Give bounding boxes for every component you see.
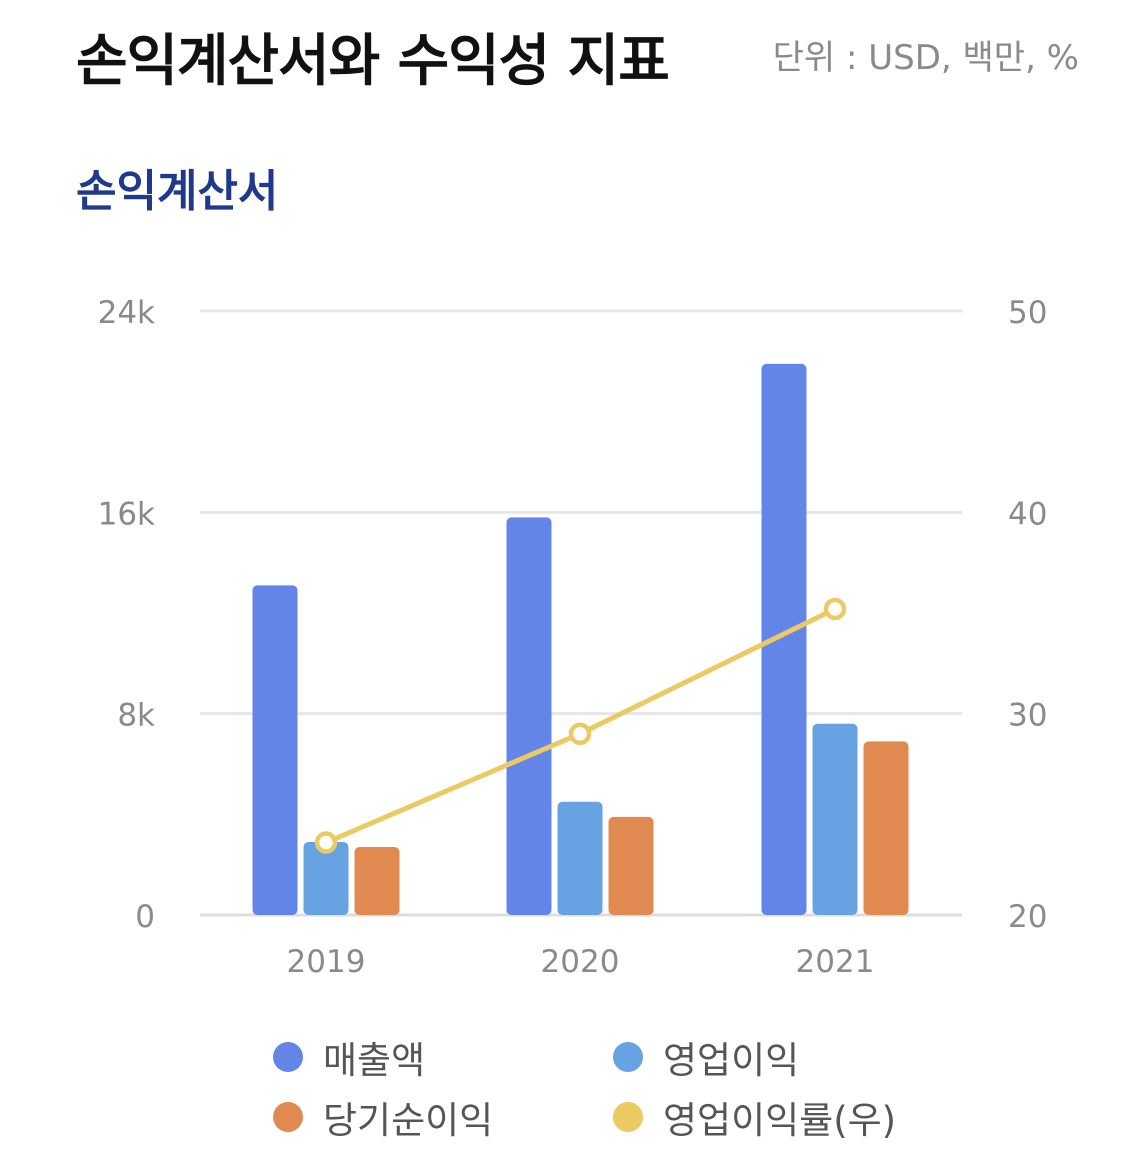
bar-revenue-2019 bbox=[252, 585, 298, 915]
bar-net-income-2021 bbox=[863, 741, 909, 915]
x-tick-label: 2019 bbox=[287, 944, 366, 980]
bar-revenue-2020 bbox=[506, 517, 552, 915]
y-tick-label: 24k bbox=[98, 295, 155, 331]
point-operating-margin-2021 bbox=[823, 597, 847, 621]
page-title: 손익계산서와 수익성 지표 bbox=[76, 29, 670, 94]
bar-operating-income-2020 bbox=[557, 801, 603, 915]
bar-operating-income-2021 bbox=[812, 723, 858, 915]
y-tick-label: 0 bbox=[135, 899, 155, 935]
y-tick-label: 8k bbox=[117, 698, 155, 734]
x-tick-label: 2021 bbox=[796, 944, 875, 980]
point-operating-margin-2020 bbox=[568, 722, 592, 746]
point-operating-margin-2019 bbox=[314, 831, 338, 854]
bar-operating-income-2019 bbox=[303, 842, 349, 915]
bar-net-income-2019 bbox=[354, 847, 400, 915]
y2-tick-label: 30 bbox=[1008, 698, 1047, 734]
section-title: 손익계산서 bbox=[76, 166, 279, 217]
bar-net-income-2020 bbox=[608, 816, 654, 915]
unit-label: 단위 : USD, 백만, % bbox=[772, 38, 1079, 78]
y2-tick-label: 50 bbox=[1008, 295, 1047, 331]
bar-revenue-2021 bbox=[761, 363, 807, 916]
y2-tick-label: 40 bbox=[1008, 496, 1047, 532]
y-tick-label: 16k bbox=[98, 496, 155, 532]
y2-tick-label: 20 bbox=[1008, 899, 1047, 935]
x-tick-label: 2020 bbox=[541, 944, 620, 980]
